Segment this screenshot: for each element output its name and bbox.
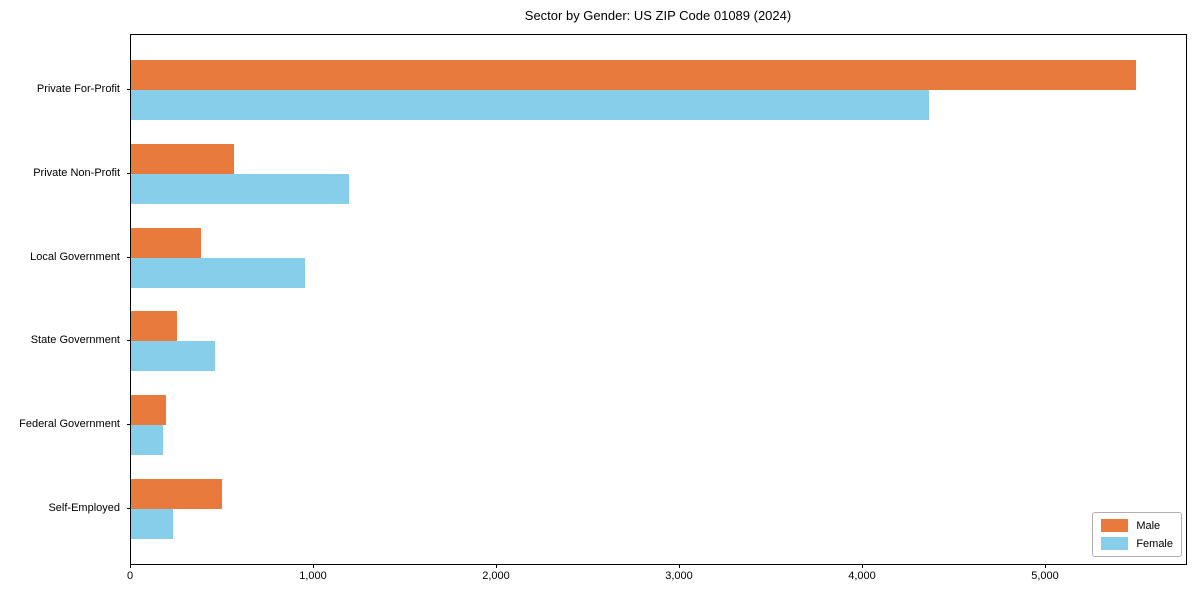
bar-male-2 <box>131 227 201 258</box>
y-tick-mark <box>127 340 131 342</box>
y-tick-mark <box>127 424 131 426</box>
x-tick-label: 0 <box>126 570 134 582</box>
legend-label: Female <box>1136 537 1173 550</box>
x-tick-mark <box>679 564 680 568</box>
legend-item-female: Female <box>1101 537 1173 550</box>
y-tick-label: Local Government <box>30 250 120 263</box>
x-tick-label: 2,000 <box>482 570 510 582</box>
y-tick-label: Private Non-Profit <box>33 166 120 179</box>
bar-female-1 <box>131 173 349 204</box>
bar-male-5 <box>131 479 222 509</box>
y-tick-mark <box>127 89 131 90</box>
legend: Male Female <box>1092 512 1182 557</box>
x-tick-label: 3,000 <box>665 570 693 582</box>
y-tick-label: Private For-Profit <box>36 83 120 95</box>
legend-label: Male <box>1136 519 1161 532</box>
y-tick-label: State Government <box>30 334 120 347</box>
x-tick-label: 5,000 <box>1031 570 1059 582</box>
y-tick-label: Federal Government <box>19 418 120 431</box>
bar-female-5 <box>131 509 174 539</box>
x-tick-label: 4,000 <box>848 570 876 582</box>
y-tick-mark <box>127 256 131 258</box>
x-tick-mark <box>313 564 314 568</box>
bar-male-1 <box>131 143 235 174</box>
bar-male-0 <box>131 60 1136 90</box>
x-tick-mark <box>130 564 131 568</box>
x-tick-label: 1,000 <box>299 570 327 582</box>
legend-swatch-female <box>1101 537 1129 550</box>
bar-male-4 <box>131 395 166 426</box>
bar-female-2 <box>131 257 305 288</box>
y-tick-mark <box>127 172 131 174</box>
bar-female-4 <box>131 425 164 456</box>
legend-swatch-male <box>1101 519 1129 532</box>
plot-area: Male Female <box>130 34 1187 565</box>
x-tick-mark <box>862 564 863 568</box>
x-tick-mark <box>496 564 497 568</box>
bar-male-3 <box>131 311 177 342</box>
legend-item-male: Male <box>1101 519 1173 532</box>
y-tick-mark <box>127 508 131 509</box>
chart-title: Sector by Gender: US ZIP Code 01089 (202… <box>524 8 792 23</box>
x-tick-mark <box>1045 564 1046 568</box>
y-tick-label: Self-Employed <box>48 502 120 514</box>
bar-female-3 <box>131 341 216 372</box>
bar-female-0 <box>131 90 929 120</box>
